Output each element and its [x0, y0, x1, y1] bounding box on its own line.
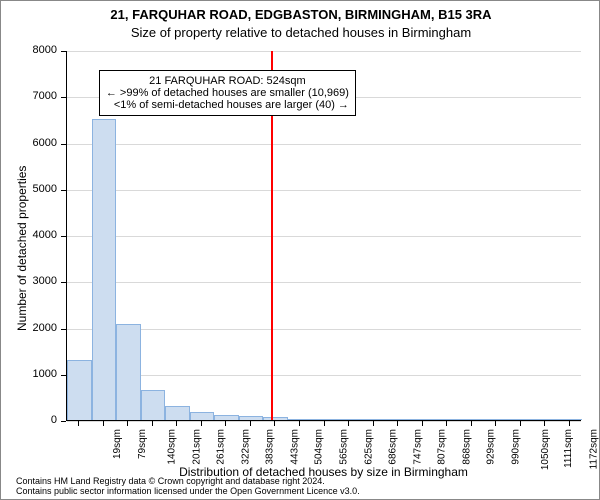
- histogram-bar: [361, 419, 386, 420]
- attribution-footer: Contains HM Land Registry data © Crown c…: [16, 476, 360, 496]
- xtick-mark: [152, 421, 153, 426]
- gridline: [67, 144, 581, 145]
- xtick-label: 322sqm: [240, 429, 251, 465]
- ytick-label: 2000: [1, 322, 57, 334]
- xtick-mark: [446, 421, 447, 426]
- xtick-label: 140sqm: [167, 429, 178, 465]
- xtick-mark: [397, 421, 398, 426]
- ytick-label: 7000: [1, 90, 57, 102]
- histogram-bar: [435, 419, 460, 420]
- xtick-mark: [103, 421, 104, 426]
- ytick-label: 6000: [1, 137, 57, 149]
- ytick-label: 0: [1, 414, 57, 426]
- xtick-label: 504sqm: [314, 429, 325, 465]
- ytick-mark: [61, 97, 66, 98]
- xtick-mark: [127, 421, 128, 426]
- xtick-label: 747sqm: [412, 429, 423, 465]
- histogram-bar: [459, 419, 484, 420]
- ytick-mark: [61, 51, 66, 52]
- gridline: [67, 282, 581, 283]
- xtick-mark: [569, 421, 570, 426]
- ytick-mark: [61, 282, 66, 283]
- xtick-label: 19sqm: [112, 429, 123, 459]
- gridline: [67, 329, 581, 330]
- xtick-mark: [299, 421, 300, 426]
- xtick-label: 868sqm: [461, 429, 472, 465]
- ytick-mark: [61, 236, 66, 237]
- histogram-bar: [410, 419, 435, 420]
- histogram-bar: [533, 419, 558, 420]
- xtick-label: 383sqm: [265, 429, 276, 465]
- ytick-mark: [61, 190, 66, 191]
- gridline: [67, 51, 581, 52]
- xtick-mark: [176, 421, 177, 426]
- xtick-mark: [520, 421, 521, 426]
- xtick-label: 625sqm: [363, 429, 374, 465]
- histogram-bar: [67, 360, 92, 420]
- xtick-mark: [495, 421, 496, 426]
- histogram-bar: [214, 415, 239, 420]
- xtick-mark: [324, 421, 325, 426]
- xtick-label: 443sqm: [290, 429, 301, 465]
- chart-subtitle: Size of property relative to detached ho…: [1, 25, 600, 40]
- histogram-bar: [141, 390, 166, 420]
- plot-area: 21 FARQUHAR ROAD: 524sqm← >99% of detach…: [66, 51, 581, 421]
- histogram-bar: [165, 406, 190, 420]
- histogram-bar: [116, 324, 141, 420]
- annotation-box: 21 FARQUHAR ROAD: 524sqm← >99% of detach…: [99, 70, 356, 116]
- annotation-line-2: ← >99% of detached houses are smaller (1…: [106, 87, 349, 99]
- xtick-mark: [250, 421, 251, 426]
- histogram-bar: [288, 419, 313, 420]
- ytick-label: 8000: [1, 44, 57, 56]
- gridline: [67, 236, 581, 237]
- ytick-label: 5000: [1, 183, 57, 195]
- histogram-bar: [190, 412, 215, 420]
- xtick-label: 929sqm: [486, 429, 497, 465]
- xtick-label: 201sqm: [191, 429, 202, 465]
- xtick-mark: [78, 421, 79, 426]
- xtick-mark: [544, 421, 545, 426]
- ytick-mark: [61, 144, 66, 145]
- xtick-mark: [225, 421, 226, 426]
- xtick-label: 807sqm: [437, 429, 448, 465]
- xtick-mark: [373, 421, 374, 426]
- xtick-label: 990sqm: [510, 429, 521, 465]
- histogram-bar: [557, 419, 582, 420]
- xtick-mark: [422, 421, 423, 426]
- ytick-mark: [61, 329, 66, 330]
- footer-line-2: Contains public sector information licen…: [16, 486, 360, 496]
- xtick-label: 1050sqm: [540, 429, 551, 470]
- ytick-label: 1000: [1, 368, 57, 380]
- footer-line-1: Contains HM Land Registry data © Crown c…: [16, 476, 360, 486]
- xtick-mark: [274, 421, 275, 426]
- histogram-bar: [92, 119, 117, 420]
- histogram-bar: [239, 416, 264, 420]
- histogram-bar: [484, 419, 509, 420]
- chart-container: 21, FARQUHAR ROAD, EDGBASTON, BIRMINGHAM…: [0, 0, 600, 500]
- chart-title-address: 21, FARQUHAR ROAD, EDGBASTON, BIRMINGHAM…: [1, 7, 600, 22]
- gridline: [67, 375, 581, 376]
- ytick-mark: [61, 421, 66, 422]
- xtick-mark: [201, 421, 202, 426]
- histogram-bar: [386, 419, 411, 420]
- annotation-line-1: 21 FARQUHAR ROAD: 524sqm: [106, 75, 349, 87]
- xtick-label: 261sqm: [216, 429, 227, 465]
- histogram-bar: [263, 417, 288, 420]
- ytick-label: 3000: [1, 275, 57, 287]
- xtick-mark: [348, 421, 349, 426]
- xtick-label: 1111sqm: [563, 429, 574, 468]
- xtick-label: 1172sqm: [589, 429, 600, 469]
- histogram-bar: [312, 419, 337, 420]
- xtick-mark: [471, 421, 472, 426]
- xtick-label: 565sqm: [339, 429, 350, 465]
- histogram-bar: [508, 419, 533, 420]
- ytick-mark: [61, 375, 66, 376]
- xtick-label: 686sqm: [388, 429, 399, 465]
- xtick-label: 79sqm: [137, 429, 148, 459]
- gridline: [67, 190, 581, 191]
- histogram-bar: [337, 419, 362, 420]
- annotation-line-3: <1% of semi-detached houses are larger (…: [106, 99, 349, 111]
- ytick-label: 4000: [1, 229, 57, 241]
